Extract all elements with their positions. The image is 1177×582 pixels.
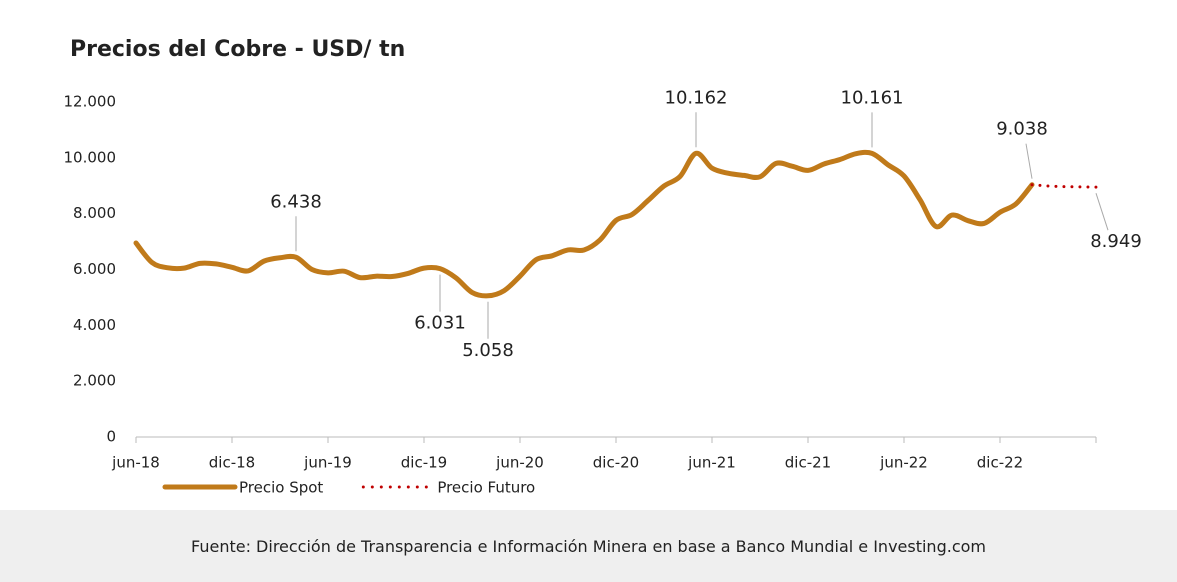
- y-tick-label: 2.000: [73, 372, 116, 390]
- x-tick-label: dic-22: [977, 454, 1023, 472]
- data-label: 6.031: [414, 313, 466, 334]
- x-tick-label: jun-21: [687, 454, 736, 472]
- data-label: 10.161: [841, 87, 904, 108]
- data-label: 6.438: [270, 191, 322, 212]
- data-label: 5.058: [462, 340, 514, 361]
- x-tick-label: dic-20: [593, 454, 639, 472]
- series-line: [1030, 183, 1098, 189]
- x-tick-label: jun-18: [111, 454, 160, 472]
- x-tick-label: dic-18: [209, 454, 255, 472]
- data-label: 8.949: [1090, 231, 1142, 252]
- x-tick-label: jun-19: [303, 454, 352, 472]
- x-tick-label: jun-22: [879, 454, 928, 472]
- chart-title: Precios del Cobre - USD/ tn: [70, 37, 405, 62]
- y-tick-label: 12.000: [64, 93, 117, 111]
- y-tick-label: 0: [106, 428, 116, 446]
- x-tick-label: jun-20: [495, 454, 544, 472]
- label-leader: [1095, 193, 1109, 231]
- label-leader: [1025, 143, 1033, 179]
- data-label: 10.162: [665, 87, 728, 108]
- y-tick-label: 4.000: [73, 316, 116, 334]
- y-tick-label: 8.000: [73, 204, 116, 222]
- y-tick-label: 6.000: [73, 260, 116, 278]
- y-tick-label: 10.000: [64, 148, 117, 166]
- x-tick-label: dic-19: [401, 454, 447, 472]
- legend-label: Precio Spot: [239, 479, 323, 497]
- series-line: [133, 149, 1035, 299]
- legend-label: Precio Futuro: [437, 479, 535, 497]
- x-tick-label: dic-21: [785, 454, 831, 472]
- chart: Precios del Cobre - USD/ tn 0 2.000 4.000 6…: [64, 37, 1142, 497]
- source: Fuente: Dirección de Transparencia e Inf…: [0, 510, 1177, 582]
- data-label: 9.038: [996, 119, 1048, 140]
